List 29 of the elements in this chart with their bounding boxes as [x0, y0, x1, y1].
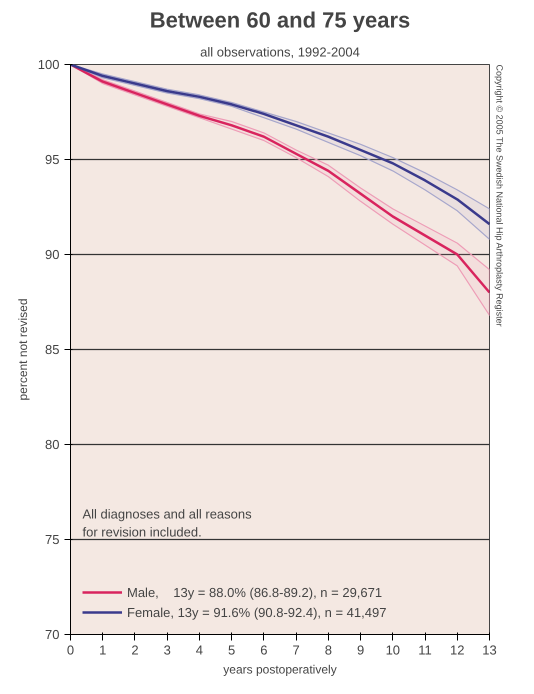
- x-tick-label: 2: [131, 642, 139, 658]
- chart-title: Between 60 and 75 years: [150, 8, 410, 32]
- y-tick-label: 70: [45, 627, 60, 642]
- x-tick-label: 3: [164, 642, 171, 658]
- x-tick-label: 0: [66, 642, 74, 658]
- x-tick-label: 7: [292, 642, 300, 658]
- x-tick-label: 10: [386, 642, 400, 658]
- text: Copyright © 2005 The Swedish National Hip Arthroplasty Register: [494, 64, 504, 327]
- x-tick-label: 12: [450, 642, 465, 658]
- x-tick-label: 6: [260, 642, 268, 658]
- legend-label: Female, 13y = 91.6% (90.8-92.4), n = 41,497: [127, 604, 386, 620]
- x-tick-label: 5: [228, 642, 236, 658]
- y-tick-label: 80: [45, 437, 60, 452]
- x-tick-label: 4: [196, 642, 204, 658]
- x-tick-label: 1: [99, 642, 106, 658]
- y-tick-label: 90: [45, 247, 60, 262]
- x-tick-label: 9: [356, 642, 364, 658]
- y-tick-label: 75: [45, 532, 60, 547]
- x-axis-title: years postoperatively: [223, 662, 337, 676]
- annotation: All diagnoses and all reasons for revision included.: [82, 506, 252, 540]
- x-tick-label: 11: [418, 642, 432, 658]
- x-tick-label: 13: [482, 642, 497, 658]
- x-tick-label: 8: [324, 642, 332, 658]
- y-tick-label: 85: [45, 342, 60, 357]
- chart-subtitle: all observations, 1992-2004: [200, 44, 360, 60]
- y-tick-label: 100: [38, 57, 60, 72]
- y-tick-label: 95: [45, 152, 60, 167]
- y-axis-title: percent not revised: [16, 298, 30, 401]
- legend-label: Male, 13y = 88.0% (86.8-89.2), n = 29,671: [127, 584, 382, 600]
